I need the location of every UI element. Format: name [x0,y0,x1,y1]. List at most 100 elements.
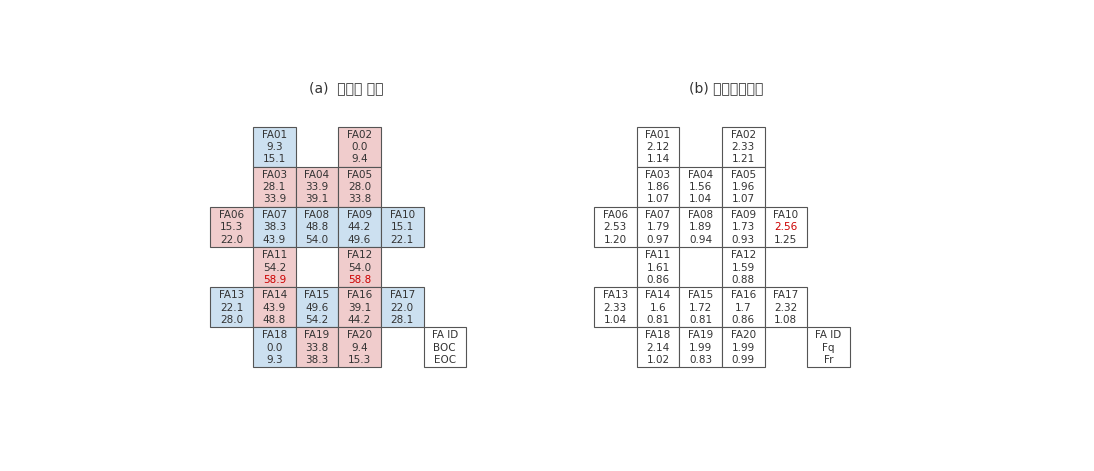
Text: FA05: FA05 [347,170,372,179]
Bar [637,167,679,207]
Bar [295,287,338,327]
Text: FA06: FA06 [219,210,244,219]
Bar [637,287,679,327]
Text: 2.14: 2.14 [647,342,670,353]
Text: 2.32: 2.32 [775,302,798,313]
Text: FA17: FA17 [389,290,415,300]
Text: 58.8: 58.8 [348,275,371,284]
Text: 1.7: 1.7 [735,302,752,313]
Text: 1.73: 1.73 [732,222,755,233]
Text: 28.1: 28.1 [391,315,414,325]
Text: 58.9: 58.9 [263,275,286,284]
Bar [765,287,807,327]
Text: 54.0: 54.0 [348,262,371,273]
Bar [253,327,295,367]
Text: 2.33: 2.33 [604,302,627,313]
Text: 39.1: 39.1 [305,195,328,204]
Text: BOC: BOC [433,342,456,353]
Text: 22.1: 22.1 [220,302,243,313]
Text: 15.1: 15.1 [391,222,414,233]
Text: FA11: FA11 [645,250,671,260]
Text: 0.99: 0.99 [732,355,755,365]
Text: 9.3: 9.3 [266,355,282,365]
Text: FA11: FA11 [261,250,287,260]
Text: 33.9: 33.9 [305,182,328,193]
Bar [423,327,466,367]
Text: FA06: FA06 [603,210,628,219]
Bar [253,207,295,247]
Bar [338,127,381,167]
Text: 1.08: 1.08 [775,315,798,325]
Bar [338,167,381,207]
Bar [381,207,423,247]
Text: FA02: FA02 [731,130,756,139]
Text: 0.97: 0.97 [647,235,670,244]
Bar [253,247,295,287]
Text: 0.81: 0.81 [689,315,712,325]
Text: 1.14: 1.14 [647,154,670,164]
Bar [679,207,722,247]
Text: 1.56: 1.56 [689,182,712,193]
Text: 1.89: 1.89 [689,222,712,233]
Text: 15.3: 15.3 [348,355,371,365]
Bar [679,167,722,207]
Text: EOC: EOC [433,355,456,365]
Text: 1.99: 1.99 [732,342,755,353]
Text: 28.0: 28.0 [348,182,371,193]
Text: 22.0: 22.0 [391,302,414,313]
Text: 0.94: 0.94 [689,235,712,244]
Text: FA08: FA08 [688,210,713,219]
Text: FA04: FA04 [304,170,329,179]
Bar [679,327,722,367]
Bar [722,167,765,207]
Bar [295,167,338,207]
Text: FA01: FA01 [261,130,287,139]
Text: FA02: FA02 [347,130,372,139]
Text: 9.4: 9.4 [351,154,368,164]
Text: FA20: FA20 [347,330,372,340]
Text: 0.86: 0.86 [732,315,755,325]
Text: FA10: FA10 [389,210,415,219]
Text: 1.79: 1.79 [647,222,670,233]
Bar [722,127,765,167]
Bar [253,167,295,207]
Text: 15.3: 15.3 [220,222,243,233]
Text: 1.20: 1.20 [604,235,627,244]
Text: 1.6: 1.6 [650,302,666,313]
Bar [594,207,637,247]
Text: 0.83: 0.83 [689,355,712,365]
Bar [807,327,850,367]
Text: FA14: FA14 [261,290,287,300]
Text: 48.8: 48.8 [263,315,286,325]
Text: 1.07: 1.07 [732,195,755,204]
Text: 1.59: 1.59 [732,262,755,273]
Text: FA04: FA04 [688,170,713,179]
Text: 0.0: 0.0 [351,142,368,153]
Text: 1.04: 1.04 [689,195,712,204]
Bar [637,127,679,167]
Bar [338,247,381,287]
Text: FA15: FA15 [688,290,713,300]
Text: FA18: FA18 [645,330,671,340]
Bar [253,127,295,167]
Text: 2.56: 2.56 [775,222,798,233]
Text: FA16: FA16 [347,290,372,300]
Text: FA09: FA09 [731,210,756,219]
Text: FA ID: FA ID [432,330,458,340]
Bar [253,287,295,327]
Text: 33.9: 33.9 [263,195,286,204]
Text: FA01: FA01 [645,130,671,139]
Text: 28.1: 28.1 [263,182,286,193]
Text: FA ID: FA ID [815,330,841,340]
Text: 0.81: 0.81 [647,315,670,325]
Text: FA15: FA15 [304,290,329,300]
Text: 49.6: 49.6 [348,235,371,244]
Text: Fr: Fr [824,355,834,365]
Text: 48.8: 48.8 [305,222,328,233]
Text: FA09: FA09 [347,210,372,219]
Bar [637,207,679,247]
Text: FA13: FA13 [603,290,628,300]
Text: 49.6: 49.6 [305,302,328,313]
Text: FA20: FA20 [731,330,756,340]
Bar [210,207,253,247]
